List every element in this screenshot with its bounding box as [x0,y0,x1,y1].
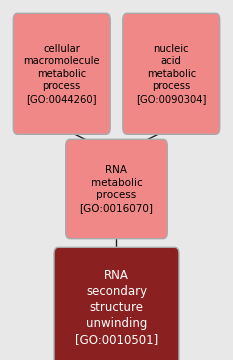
FancyBboxPatch shape [123,13,220,134]
Text: RNA
metabolic
process
[GO:0016070]: RNA metabolic process [GO:0016070] [79,165,154,213]
FancyBboxPatch shape [13,13,110,134]
Text: RNA
secondary
structure
unwinding
[GO:0010501]: RNA secondary structure unwinding [GO:00… [75,269,158,346]
FancyBboxPatch shape [54,247,179,360]
Text: nucleic
acid
metabolic
process
[GO:0090304]: nucleic acid metabolic process [GO:00903… [136,44,206,104]
FancyBboxPatch shape [66,139,167,239]
Text: cellular
macromolecule
metabolic
process
[GO:0044260]: cellular macromolecule metabolic process… [24,44,100,104]
